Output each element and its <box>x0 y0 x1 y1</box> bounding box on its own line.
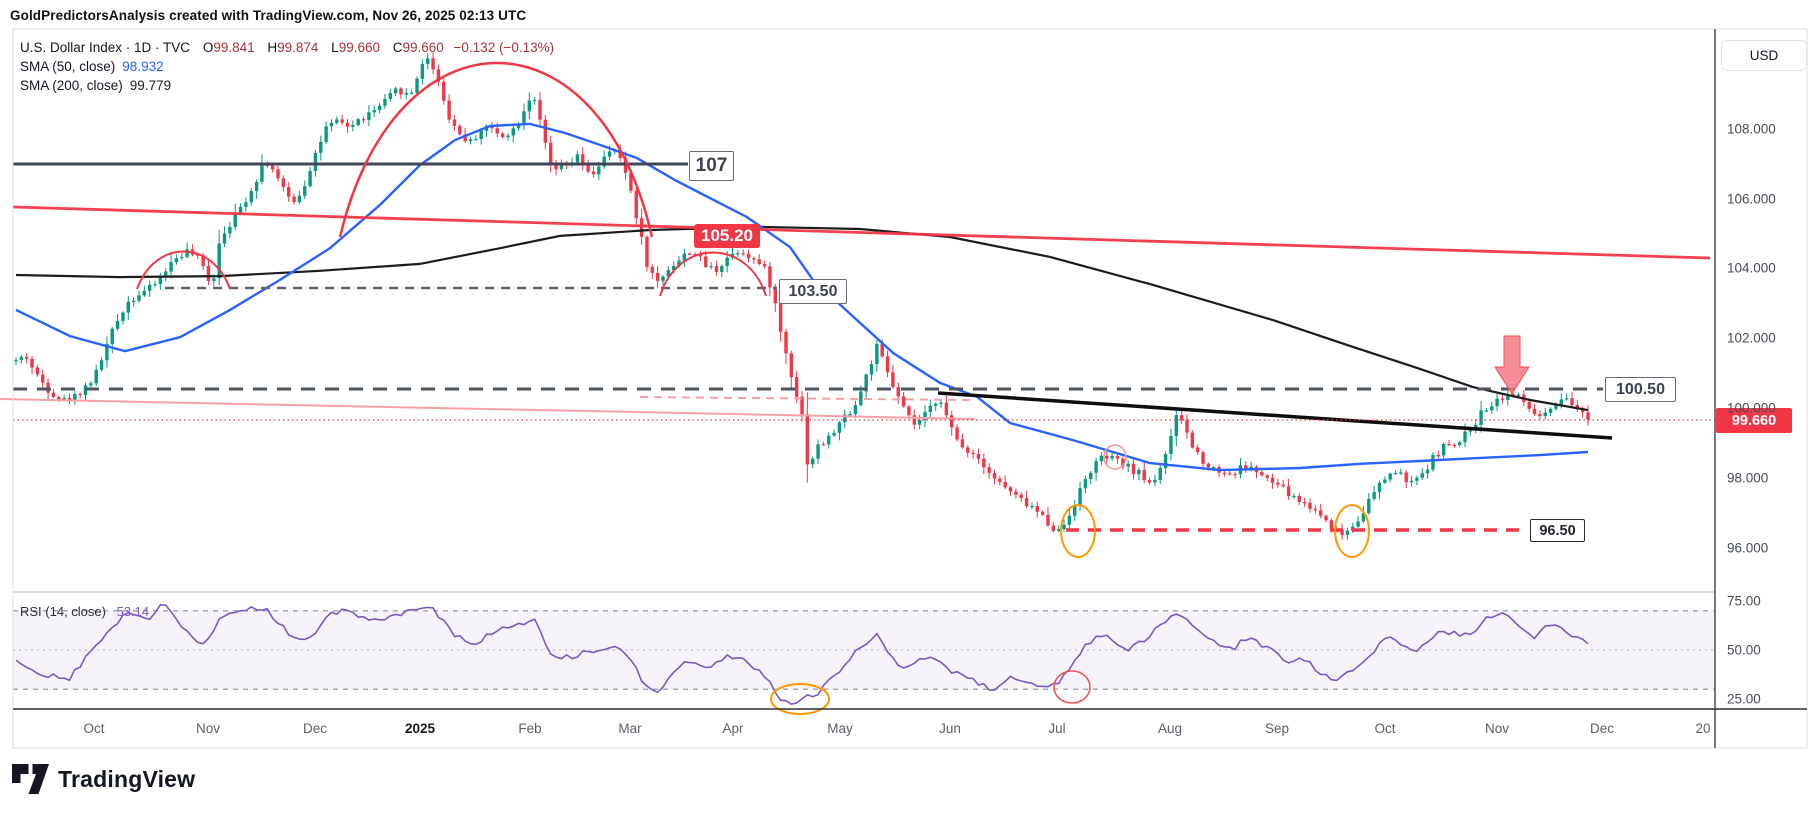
low-circle-sep[interactable] <box>1334 504 1370 558</box>
tradingview-icon <box>12 764 49 794</box>
main-pane[interactable] <box>14 52 1590 540</box>
tradingview-logo[interactable]: TradingView <box>12 764 195 794</box>
sma200-line[interactable] <box>15 225 1589 412</box>
small-circle-jul-pullback[interactable] <box>1103 444 1127 470</box>
descending-trendline-red[interactable] <box>12 205 1711 260</box>
tradingview-brand: TradingView <box>58 765 196 792</box>
drawings-layer[interactable] <box>0 61 1715 715</box>
rsi-pane[interactable] <box>13 603 1715 705</box>
sma50-line[interactable] <box>15 122 1589 472</box>
rounded-top-arc-nov2024[interactable] <box>136 250 231 290</box>
currency-button[interactable]: USD <box>1721 40 1807 71</box>
major-top-dome-jan2025[interactable] <box>338 61 654 238</box>
page-title: GoldPredictorsAnalysis created with Trad… <box>10 8 527 23</box>
rsi-low-circle-jul[interactable] <box>1053 670 1091 704</box>
rsi-line[interactable] <box>15 603 1589 705</box>
level-105-20[interactable]: 105.20 <box>694 224 760 248</box>
candlestick-series[interactable] <box>14 52 1590 540</box>
low-circle-jul[interactable] <box>1060 504 1096 558</box>
level-100-50[interactable]: 100.50 <box>1605 377 1676 402</box>
level-96-50[interactable]: 96.50 <box>1530 519 1585 542</box>
level-107[interactable]: 107 <box>689 151 734 181</box>
long-support-line-pink[interactable] <box>0 398 976 420</box>
double-top-arc-apr2025[interactable] <box>659 251 767 297</box>
descending-trendline-black[interactable] <box>937 391 1613 440</box>
sell-arrow-down[interactable] <box>1494 335 1530 395</box>
dashed-pink-level[interactable] <box>639 396 974 401</box>
rsi-oversold-circle-apr[interactable] <box>770 683 830 715</box>
level-103-50[interactable]: 103.50 <box>779 279 847 304</box>
